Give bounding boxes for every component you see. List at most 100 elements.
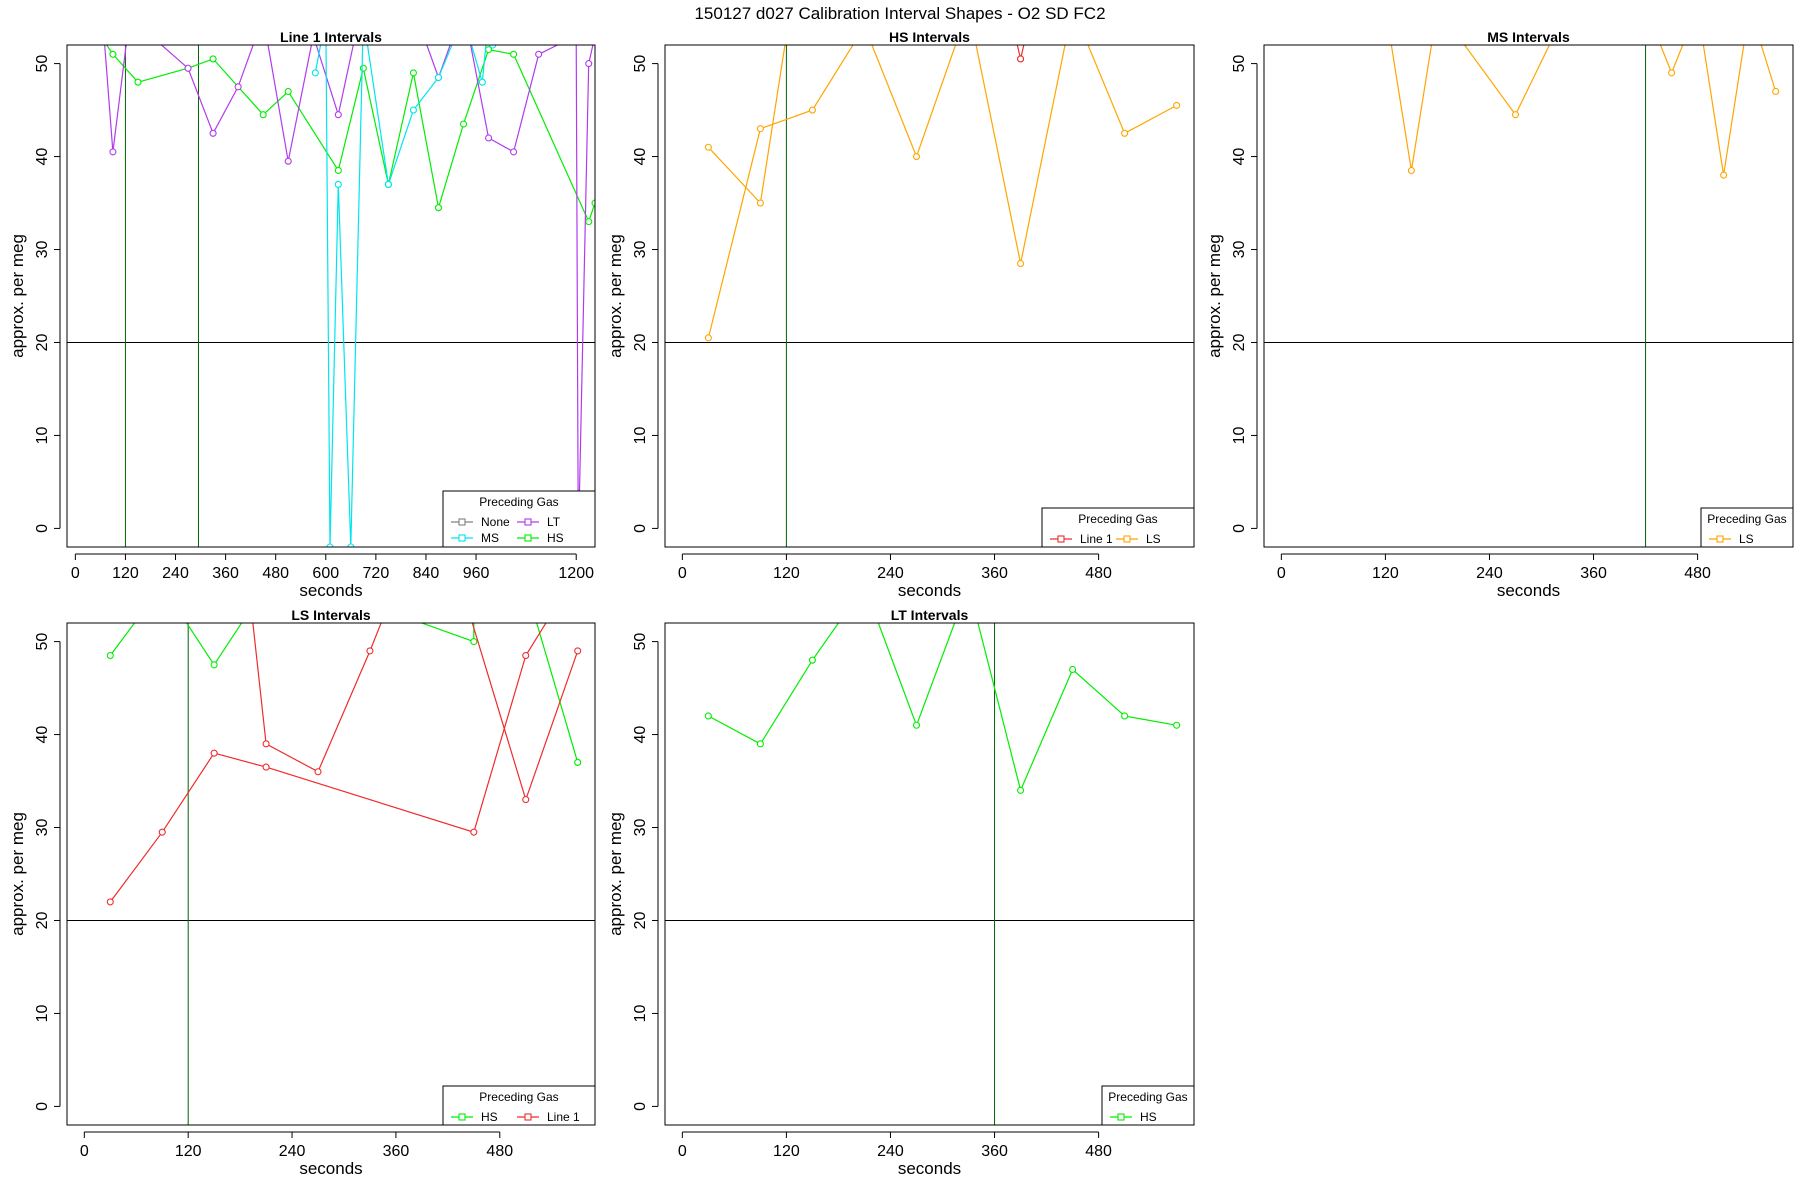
legend-label: HS <box>547 531 564 545</box>
data-point <box>209 55 217 63</box>
data-point <box>1511 111 1520 119</box>
data-point <box>323 14 329 20</box>
plot-frame <box>664 44 1195 548</box>
legend-marker <box>1057 535 1065 543</box>
data-point <box>106 898 114 906</box>
x-axis-label: seconds <box>898 1159 961 1178</box>
data-point <box>210 661 218 669</box>
x-tick-label: 480 <box>1085 1143 1112 1160</box>
series-line <box>707 45 1177 338</box>
data-point <box>134 78 142 86</box>
series-line <box>104 45 594 547</box>
data-point <box>486 14 492 20</box>
x-tick-label: 960 <box>463 565 490 582</box>
chart-panel-4: LS Intervals 0 120 240 360 480 seconds 0 10 20 30 4… <box>8 607 596 1178</box>
plot-area <box>67 5 595 547</box>
legend: Preceding Gas HS Line 1 <box>442 1085 596 1126</box>
data-point <box>366 647 374 655</box>
x-tick-label: 1200 <box>558 565 594 582</box>
data-point <box>158 828 166 836</box>
chart-title: MS Intervals <box>1487 29 1570 45</box>
data-point <box>234 83 242 91</box>
x-tick-label: 120 <box>112 565 139 582</box>
data-point <box>360 14 366 20</box>
plot-area <box>67 623 595 1125</box>
y-tick-label: 10 <box>34 1004 51 1022</box>
data-point <box>262 740 270 748</box>
y-tick-label: 20 <box>632 333 649 351</box>
x-tick-label: 0 <box>678 565 687 582</box>
data-point <box>409 106 417 114</box>
legend-marker <box>458 534 466 542</box>
legend-box <box>442 1085 596 1126</box>
y-tick-label: 50 <box>632 55 649 73</box>
data-point <box>1407 166 1415 175</box>
data-point <box>1069 665 1077 674</box>
plot-frame <box>664 622 1195 1126</box>
data-point <box>1668 69 1676 77</box>
y-tick-label: 30 <box>1231 241 1248 259</box>
data-point <box>334 166 342 175</box>
x-tick-label: 840 <box>413 565 440 582</box>
data-point <box>1382 5 1388 11</box>
legend-box <box>1041 507 1195 548</box>
data-point <box>311 69 319 77</box>
legend-marker <box>1716 535 1724 543</box>
data-point <box>1017 55 1025 63</box>
x-tick-label: 240 <box>1476 565 1503 582</box>
y-tick-label: 10 <box>632 426 649 444</box>
chart-panel-1: Line 1 Intervals 0 120 240 360 480 600 720 840 96… <box>8 5 596 600</box>
data-point <box>591 199 595 207</box>
x-tick-label: 240 <box>877 565 904 582</box>
data-point <box>347 543 355 547</box>
data-point <box>1720 171 1728 179</box>
data-point <box>470 828 478 836</box>
legend-label: Line 1 <box>1080 532 1113 546</box>
data-point <box>704 334 712 342</box>
data-point <box>1747 5 1753 11</box>
data-point <box>210 749 218 757</box>
legend-label: LT <box>547 515 561 529</box>
chart-panel-2: HS Intervals 0 120 240 360 480 seconds 0 10 20 30 4… <box>606 29 1195 600</box>
plot-frame <box>66 622 596 1126</box>
data-point <box>783 33 789 39</box>
legend-marker <box>458 1113 466 1121</box>
legend-box <box>1700 507 1794 548</box>
y-axis-label: approx. per meg <box>606 812 625 936</box>
data-point <box>461 14 467 20</box>
y-tick-label: 10 <box>632 1004 649 1022</box>
legend-marker <box>524 518 532 526</box>
series-line <box>707 45 786 205</box>
data-point <box>510 50 518 58</box>
legend-label: MS <box>481 531 499 545</box>
legend-label: Line 1 <box>547 1110 580 1124</box>
y-tick-label: 30 <box>632 241 649 259</box>
legend: Preceding Gas HS <box>1101 1085 1195 1126</box>
x-tick-label: 120 <box>175 1143 202 1160</box>
legend-marker <box>1123 535 1131 543</box>
x-tick-label: 240 <box>279 1143 306 1160</box>
legend: Preceding Gas None LT MS HS <box>442 490 596 548</box>
y-axis-label: approx. per meg <box>606 234 625 358</box>
data-point <box>756 740 764 748</box>
data-point <box>1022 37 1028 43</box>
data-point <box>409 69 417 77</box>
data-point <box>284 87 292 96</box>
legend: Preceding Gas LS <box>1700 507 1794 548</box>
legend-label: HS <box>481 1110 498 1124</box>
legend-marker <box>1117 1113 1125 1121</box>
data-point <box>314 768 322 776</box>
x-tick-label: 240 <box>877 1143 904 1160</box>
legend-label: LS <box>1739 532 1754 546</box>
data-point <box>79 5 85 11</box>
data-point <box>522 796 530 804</box>
data-point <box>1121 712 1129 720</box>
x-tick-label: 120 <box>1372 565 1399 582</box>
y-tick-label: 20 <box>34 333 51 351</box>
data-point <box>434 73 443 82</box>
data-point <box>260 14 266 20</box>
x-tick-label: 480 <box>1684 565 1711 582</box>
data-point <box>459 120 468 128</box>
data-point <box>209 129 217 137</box>
